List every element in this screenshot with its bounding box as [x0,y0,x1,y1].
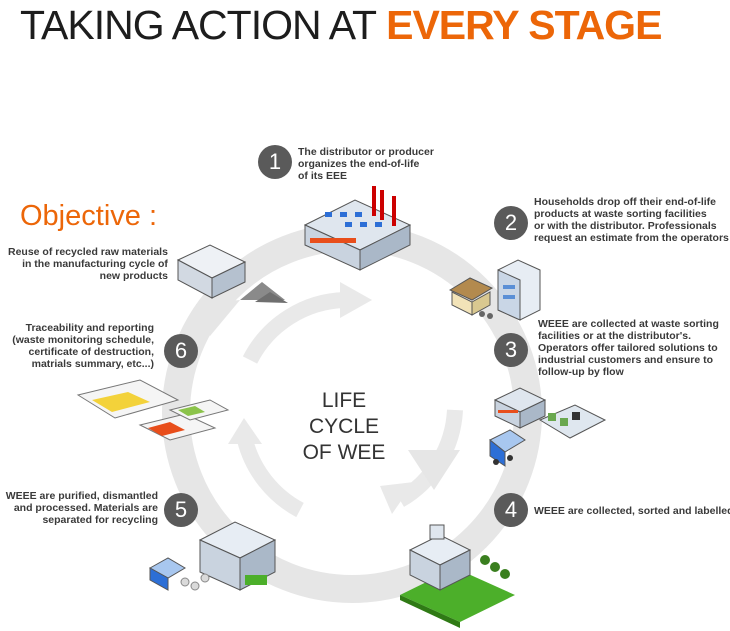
step-5-text: WEEE are purified, dismantled and proces… [5,490,158,526]
house-building-illustration [448,259,541,321]
center-label-line-1: LIFE CYCLE [308,389,380,438]
title-part-1: TAKING ACTION AT [20,2,377,48]
step-3-badge: 3 [494,333,528,367]
step-6-text: Traceability and reporting (waste monito… [12,322,154,370]
processing-plant-illustration [148,521,277,591]
step-2-badge: 2 [494,206,528,240]
step-2-text: Households drop off their end-of-life pr… [534,196,729,244]
reports-illustration [76,379,230,441]
page-title: TAKING ACTION AT EVERY STAGE [20,2,662,49]
step-4-badge: 4 [494,493,528,527]
center-label-line-2: OF WEE [302,441,386,464]
arrow-heads [228,282,414,514]
collection-site-illustration [489,387,607,467]
objective-text: Reuse of recycled raw materials in the m… [8,246,168,282]
step-4-text: WEEE are collected, sorted and labelled [534,505,730,517]
objective-heading: Objective : [20,200,157,232]
center-label: LIFE CYCLE OF WEE [284,388,404,466]
recycled-materials-illustration [176,244,288,303]
step-5-badge: 5 [164,493,198,527]
sorting-center-illustration [400,524,515,628]
step-6-badge: 6 [164,334,198,368]
step-1-text: The distributor or producer organizes th… [298,146,434,182]
step-1-badge: 1 [258,145,292,179]
factory-illustration [303,186,412,271]
step-3-text: WEEE are collected at waste sorting faci… [538,318,719,378]
title-part-2: EVERY STAGE [386,2,662,48]
